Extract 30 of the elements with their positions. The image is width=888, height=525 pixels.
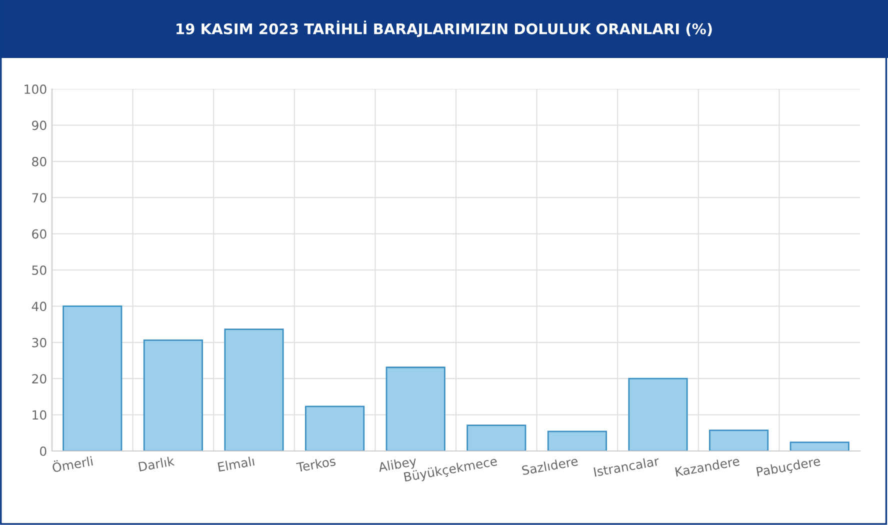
bar bbox=[628, 378, 688, 451]
x-tick-label: Istrancalar bbox=[594, 456, 660, 477]
chart-title: 19 KASIM 2023 TARİHLİ BARAJLARIMIZIN DOLULUK ORANLARI (%) bbox=[176, 20, 712, 38]
bar bbox=[790, 442, 850, 451]
y-tick-label: 80 bbox=[32, 156, 46, 166]
y-tick-label: 60 bbox=[32, 229, 46, 239]
x-tick-label: Elmalı bbox=[218, 456, 255, 472]
y-tick-label: 10 bbox=[32, 410, 46, 420]
x-tick-label: Darlık bbox=[138, 456, 175, 472]
x-tick-label: Pabuçdere bbox=[756, 456, 822, 479]
x-tick-label: Ömerli bbox=[52, 454, 93, 473]
x-tick-label: Terkos bbox=[296, 456, 336, 472]
bar bbox=[386, 366, 446, 451]
bar bbox=[547, 430, 607, 451]
x-tick-label: Kazandere bbox=[675, 456, 740, 477]
y-tick-label: 70 bbox=[32, 193, 46, 203]
bar bbox=[305, 406, 365, 451]
y-tick-label: 30 bbox=[32, 338, 46, 348]
y-tick-label: 20 bbox=[32, 374, 46, 384]
bar bbox=[62, 306, 122, 451]
y-tick-label: 40 bbox=[32, 302, 46, 312]
y-tick-label: 90 bbox=[32, 120, 46, 130]
y-tick-label: 100 bbox=[24, 84, 46, 94]
y-tick-label: 0 bbox=[40, 446, 46, 456]
bar bbox=[709, 430, 769, 451]
bar bbox=[466, 424, 526, 451]
x-tick-label: Sazlıdere bbox=[522, 456, 578, 476]
y-tick-label: 50 bbox=[32, 265, 46, 275]
bar bbox=[224, 328, 284, 451]
bar bbox=[143, 340, 203, 451]
